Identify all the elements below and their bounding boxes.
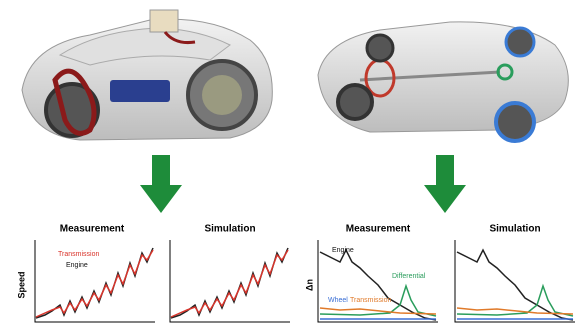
hub <box>202 75 242 115</box>
car-left <box>22 10 272 140</box>
wheel <box>506 28 534 56</box>
wheel <box>338 85 372 119</box>
y-axis-label: Speed <box>16 271 26 298</box>
y-axis-label: Δn <box>304 279 314 291</box>
delta-curves-sim <box>457 250 573 320</box>
legend-label: Engine <box>66 262 88 269</box>
chart-title: Simulation <box>204 224 255 235</box>
chart-title: Measurement <box>60 224 125 235</box>
curve-label: Wheel <box>328 297 348 304</box>
chart-title: Measurement <box>346 224 411 235</box>
component <box>150 10 178 32</box>
curve-label: Engine <box>332 247 354 254</box>
wheel <box>496 103 534 141</box>
speed-curves-sim <box>171 248 288 318</box>
arrow <box>424 155 466 213</box>
arrow <box>140 155 182 213</box>
car-right <box>318 22 568 141</box>
speed-curves <box>36 248 153 318</box>
engine-curve <box>36 248 153 318</box>
wheel <box>367 35 393 61</box>
chart-title: Simulation <box>489 224 540 235</box>
curve-label: Differential <box>392 273 426 280</box>
gearbox <box>110 80 170 102</box>
legend-label: Transmission <box>58 251 99 258</box>
delta-curves <box>320 250 436 320</box>
diagram: Measurement Simulation Speed Transmissio… <box>0 0 583 326</box>
transmission-curve <box>36 250 153 317</box>
curve-label: Transmission <box>350 297 391 304</box>
